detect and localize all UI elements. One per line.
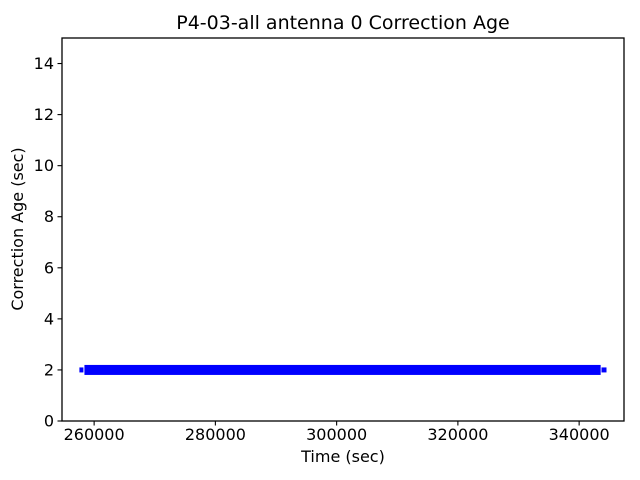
y-tick-label: 8	[44, 207, 54, 226]
y-tick-label: 12	[34, 105, 54, 124]
x-tick-label: 280000	[185, 425, 246, 444]
plot-area-border	[61, 37, 625, 422]
x-tick-label: 340000	[549, 425, 610, 444]
y-tick-label: 6	[44, 258, 54, 277]
y-tick-label: 14	[34, 54, 54, 73]
x-tick-label: 260000	[64, 425, 125, 444]
data-series-band	[84, 364, 601, 375]
x-tick-label: 300000	[306, 425, 367, 444]
y-tick-label: 4	[44, 309, 54, 328]
y-tick-label: 10	[34, 156, 54, 175]
y-tick-label: 0	[44, 412, 54, 431]
x-axis-label: Time (sec)	[300, 447, 385, 466]
chart-title: P4-03-all antenna 0 Correction Age	[176, 12, 509, 34]
x-tick-label: 320000	[427, 425, 488, 444]
y-tick-label: 2	[44, 360, 54, 379]
y-axis-label: Correction Age (sec)	[8, 147, 27, 310]
plot-layer: 260000 280000 300000 320000 340000 0 2 4 6 8 10 12 1…	[34, 37, 625, 444]
data-series-start-cap	[79, 367, 84, 373]
data-series-end-cap	[601, 367, 607, 373]
